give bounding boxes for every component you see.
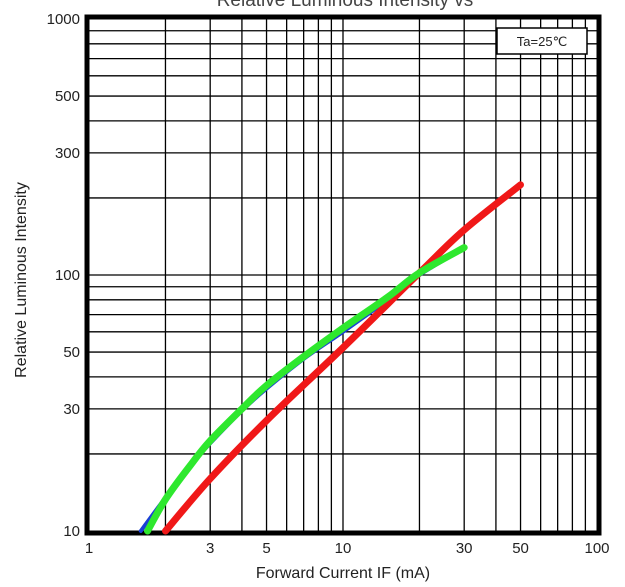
chart-title: Relative Luminous Intensity vs: [217, 0, 474, 11]
series-line-2: [162, 181, 524, 535]
temperature-note: Ta=25℃: [517, 34, 567, 49]
y-tick-label: 50: [63, 344, 80, 361]
plot-frame: [84, 14, 602, 536]
y-axis-title: Relative Luminous Intensity: [13, 182, 30, 378]
x-tick-label: 5: [262, 540, 270, 557]
tick-labels: 1 3 5 10 30 50 100 1000 500 300 100 50 30 10: [47, 11, 610, 557]
y-tick-label: 10: [63, 523, 80, 540]
series-line-3: [144, 244, 468, 535]
y-tick-label: 300: [55, 145, 80, 162]
x-tick-label: 30: [456, 540, 473, 557]
x-tick-label: 3: [206, 540, 214, 557]
x-tick-label: 10: [335, 540, 352, 557]
annotation-box: Ta=25℃: [496, 27, 588, 55]
x-axis-title: Forward Current IF (mA): [256, 565, 430, 582]
x-tick-label: 50: [512, 540, 529, 557]
y-tick-label: 1000: [47, 11, 80, 28]
y-tick-label: 30: [63, 401, 80, 418]
series-lines: [138, 181, 524, 535]
x-tick-label: 1: [85, 540, 93, 557]
x-tick-label: 100: [584, 540, 609, 557]
y-tick-label: 100: [55, 267, 80, 284]
y-tick-label: 500: [55, 88, 80, 105]
grid: [89, 19, 597, 531]
